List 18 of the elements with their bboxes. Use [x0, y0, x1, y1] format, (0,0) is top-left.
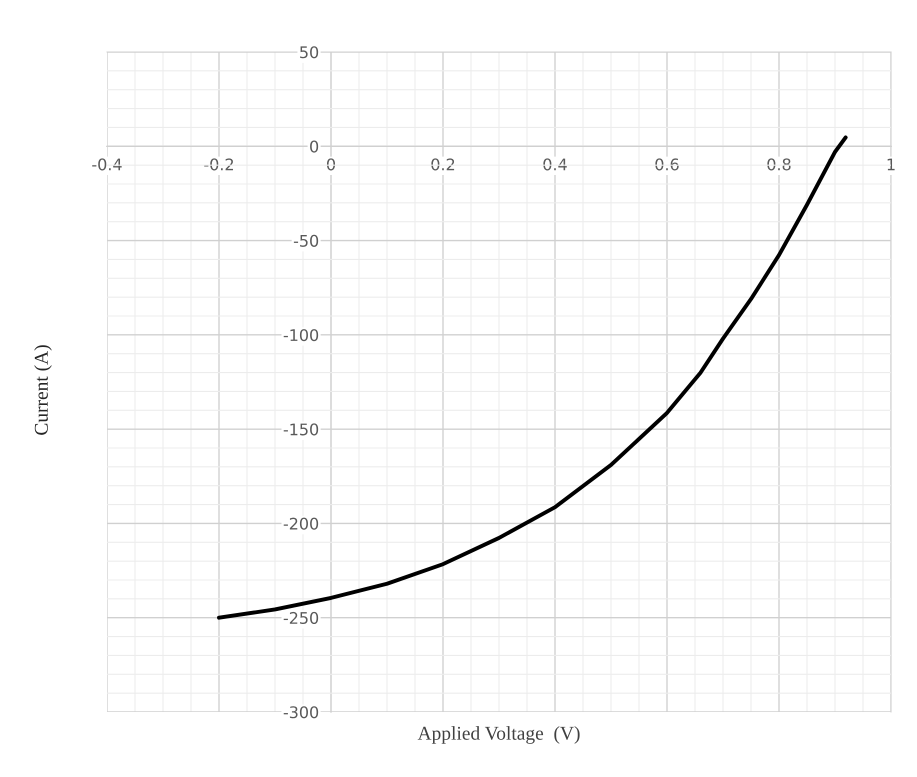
- x-tick-label: -0.2: [204, 158, 233, 170]
- y-axis-title: Current (A): [34, 345, 52, 435]
- y-tick-label: -150: [284, 423, 318, 436]
- x-tick-label: 0.2: [431, 158, 454, 170]
- x-tick-label: -0.4: [92, 158, 122, 170]
- x-tick-label: 0.8: [767, 158, 791, 170]
- x-tick-label: 0: [326, 158, 336, 170]
- y-tick-label: -200: [284, 518, 318, 530]
- y-tick-label: -50: [294, 234, 318, 247]
- x-tick-label: 0.6: [655, 158, 679, 170]
- x-tick-label: 1: [888, 158, 895, 170]
- y-tick-label: -100: [284, 329, 318, 342]
- y-tick-label: -300: [284, 706, 318, 718]
- x-axis-title: Applied Voltage (V): [418, 726, 580, 744]
- y-tick-label: 50: [300, 46, 318, 58]
- x-tick-label: 0.4: [543, 158, 567, 170]
- y-tick-label: -250: [284, 612, 318, 624]
- y-tick-label: 0: [310, 140, 318, 153]
